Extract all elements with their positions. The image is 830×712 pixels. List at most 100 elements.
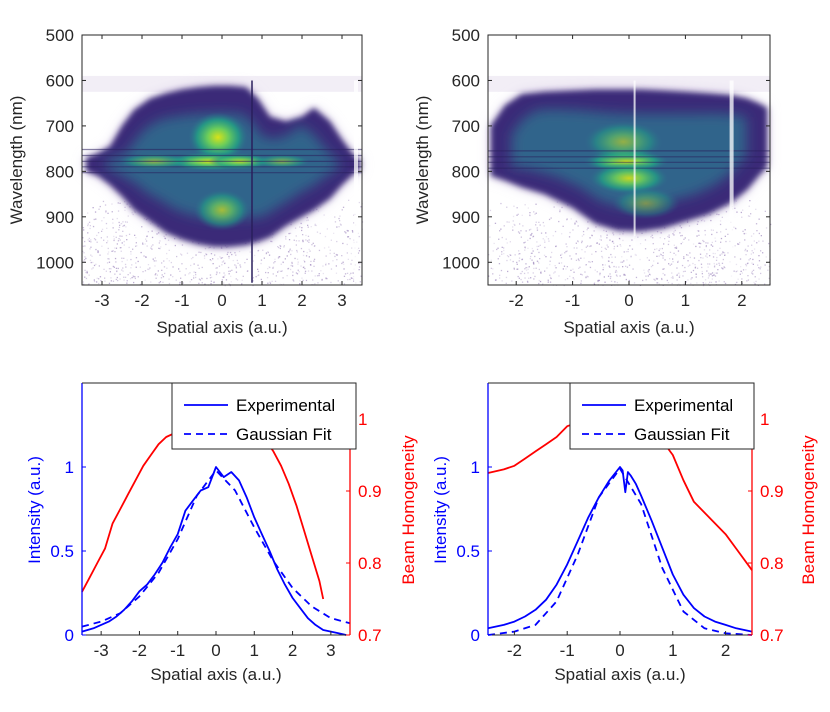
- noise-pixel: [310, 226, 312, 228]
- left-y-tick-label: 0: [65, 626, 74, 645]
- noise-pixel: [752, 252, 754, 254]
- noise-pixel: [525, 263, 527, 265]
- noise-pixel: [676, 273, 679, 275]
- noise-pixel: [296, 273, 299, 275]
- noise-pixel: [523, 272, 526, 275]
- noise-pixel: [664, 274, 666, 276]
- noise-pixel: [611, 256, 613, 258]
- noise-pixel: [235, 265, 237, 267]
- noise-pixel: [347, 236, 350, 238]
- noise-pixel: [257, 250, 259, 252]
- noise-pixel: [319, 206, 322, 208]
- noise-pixel: [101, 230, 103, 232]
- noise-pixel: [646, 257, 648, 259]
- noise-pixel: [195, 274, 197, 276]
- noise-pixel: [204, 283, 206, 285]
- noise-pixel: [662, 257, 664, 259]
- noise-pixel: [134, 234, 136, 236]
- noise-pixel: [680, 235, 682, 237]
- noise-pixel: [512, 260, 514, 263]
- noise-pixel: [708, 275, 710, 277]
- noise-pixel: [768, 277, 770, 279]
- noise-pixel: [159, 240, 161, 242]
- noise-pixel: [547, 281, 549, 283]
- noise-pixel: [82, 250, 84, 253]
- noise-pixel: [554, 265, 556, 267]
- noise-pixel: [118, 229, 120, 231]
- noise-pixel: [347, 230, 349, 232]
- noise-pixel: [352, 231, 354, 233]
- noise-pixel: [709, 273, 712, 275]
- noise-pixel: [507, 270, 509, 273]
- noise-pixel: [712, 252, 714, 255]
- noise-pixel: [107, 240, 109, 242]
- noise-pixel: [745, 265, 748, 267]
- noise-pixel: [193, 275, 195, 277]
- noise-pixel: [700, 242, 702, 245]
- left-y-tick-label: 0: [471, 626, 480, 645]
- noise-pixel: [602, 264, 604, 266]
- noise-pixel: [616, 245, 619, 247]
- noise-pixel: [586, 275, 588, 277]
- noise-pixel: [120, 223, 122, 225]
- noise-pixel: [566, 250, 568, 252]
- noise-pixel: [336, 226, 338, 228]
- noise-pixel: [719, 254, 721, 256]
- noise-pixel: [145, 240, 148, 242]
- noise-pixel: [499, 274, 501, 276]
- noise-pixel: [132, 275, 134, 277]
- noise-pixel: [586, 245, 589, 247]
- noise-pixel: [246, 258, 248, 260]
- noise-pixel: [106, 262, 109, 264]
- noise-pixel: [118, 221, 120, 224]
- noise-pixel: [529, 234, 532, 236]
- noise-pixel: [698, 242, 700, 244]
- noise-pixel: [88, 237, 90, 240]
- noise-pixel: [719, 223, 722, 226]
- noise-pixel: [505, 238, 507, 240]
- noise-pixel: [299, 283, 301, 285]
- noise-pixel: [306, 251, 308, 254]
- noise-pixel: [724, 235, 726, 237]
- noise-pixel: [692, 243, 695, 245]
- right-y-axis-label: Beam Homogeneity: [799, 435, 818, 585]
- plot-lines: [81, 415, 351, 636]
- noise-pixel: [236, 259, 238, 262]
- noise-pixel: [626, 266, 629, 268]
- noise-pixel: [613, 245, 616, 248]
- noise-pixel: [670, 263, 673, 265]
- noise-pixel: [616, 271, 618, 273]
- noise-pixel: [742, 209, 744, 211]
- noise-pixel: [97, 251, 99, 253]
- noise-pixel: [720, 241, 722, 243]
- noise-pixel: [289, 268, 292, 271]
- noise-pixel: [629, 245, 631, 247]
- y-axis-label: Wavelength (nm): [413, 96, 432, 225]
- noise-pixel: [714, 264, 716, 267]
- noise-pixel: [696, 235, 698, 237]
- noise-pixel: [549, 276, 552, 278]
- noise-pixel: [721, 267, 723, 269]
- noise-pixel: [566, 278, 569, 280]
- noise-pixel: [709, 249, 711, 251]
- noise-pixel: [529, 214, 531, 216]
- noise-pixel: [82, 281, 84, 283]
- noise-pixel: [158, 232, 160, 234]
- noise-pixel: [86, 272, 88, 274]
- noise-pixel: [721, 262, 724, 264]
- noise-pixel: [330, 281, 332, 284]
- noise-pixel: [103, 217, 105, 219]
- noise-pixel: [627, 248, 629, 250]
- noise-pixel: [260, 278, 262, 281]
- noise-pixel: [639, 258, 641, 261]
- noise-pixel: [83, 252, 85, 254]
- noise-pixel: [225, 279, 228, 281]
- noise-pixel: [286, 255, 288, 257]
- noise-pixel: [315, 224, 317, 227]
- y-tick-label: 700: [46, 117, 74, 136]
- noise-pixel: [166, 252, 168, 255]
- noise-pixel: [715, 259, 718, 261]
- noise-pixel: [335, 265, 337, 267]
- noise-pixel: [635, 276, 638, 279]
